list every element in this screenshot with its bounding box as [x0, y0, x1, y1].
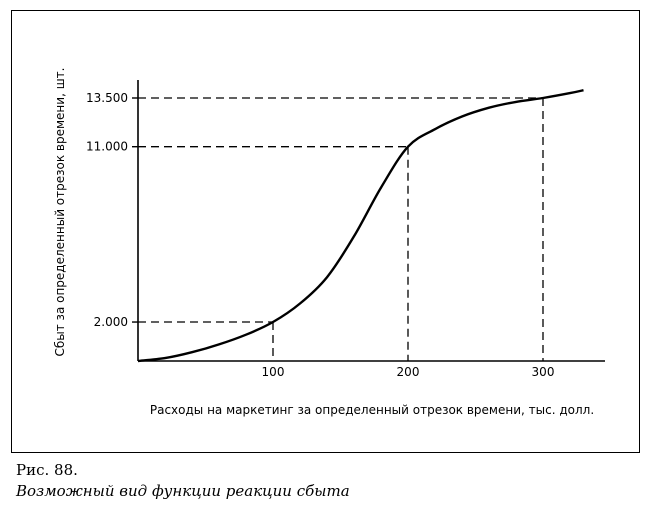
x-ticks: 100 200 300	[262, 365, 555, 379]
response-chart: 100 200 300 2.000 11.000 13.500 Расходы на м…	[53, 68, 605, 417]
y-tick-label: 11.000	[86, 140, 128, 154]
x-tick-label: 300	[532, 365, 555, 379]
y-axis-label: Сбыт за определенный отрезок времени, шт…	[53, 68, 67, 357]
chart-frame	[11, 10, 640, 453]
y-tick-label: 2.000	[94, 315, 128, 329]
x-tick-label: 200	[397, 365, 420, 379]
x-tick-label: 100	[262, 365, 285, 379]
reference-lines	[138, 97, 544, 361]
axes	[137, 80, 605, 362]
figure-number: Рис. 88.	[16, 461, 78, 479]
x-axis-label: Расходы на маркетинг за определенный отр…	[150, 403, 594, 417]
series-group	[137, 89, 584, 363]
y-tick-label: 13.500	[86, 91, 128, 105]
series-line	[137, 89, 584, 363]
figure-caption: Возможный вид функции реакции сбыта	[16, 482, 350, 500]
y-ticks: 2.000 11.000 13.500	[86, 91, 138, 329]
